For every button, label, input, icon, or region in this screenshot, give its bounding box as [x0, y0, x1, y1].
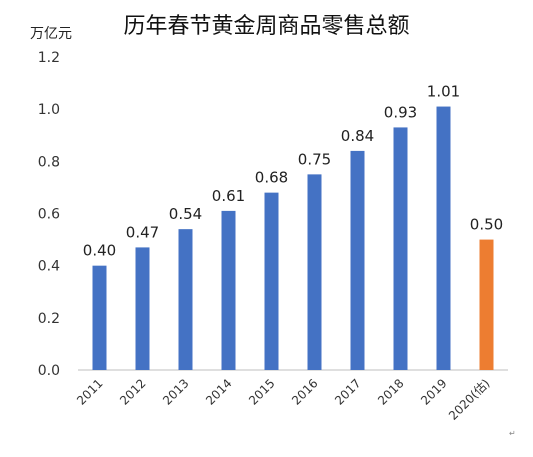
y-tick-label: 1.2	[38, 50, 60, 66]
bar-value-label: 0.68	[255, 169, 288, 187]
y-tick-label: 0.4	[38, 259, 60, 275]
chart-title: 历年春节黄金周商品零售总额	[123, 14, 410, 39]
bar-value-label: 0.93	[384, 103, 417, 121]
x-tick-label: 2013	[160, 376, 191, 407]
x-tick-label: 2014	[203, 376, 234, 407]
bar-value-label: 0.75	[298, 150, 331, 168]
bar-value-label: 0.47	[126, 223, 159, 241]
corner-mark: ↵	[509, 429, 516, 438]
bar-2020(估)	[479, 239, 494, 370]
bar-2011	[92, 265, 107, 370]
y-tick-label: 0.8	[38, 154, 60, 170]
bar-2012	[135, 247, 150, 370]
y-tick-label: 0.6	[38, 207, 60, 223]
bar-2013	[178, 229, 193, 370]
bar-value-label: 1.01	[427, 83, 460, 101]
bar-2015	[264, 192, 279, 370]
bar-value-label: 0.61	[212, 187, 245, 205]
y-tick-label: 1.0	[38, 102, 60, 118]
y-axis-unit-label: 万亿元	[30, 26, 72, 42]
x-tick-label: 2020(估)	[446, 376, 493, 423]
bar-value-label: 0.84	[341, 127, 374, 145]
x-tick-label: 2018	[375, 376, 406, 407]
bar-2017	[350, 150, 365, 370]
y-tick-label: 0.0	[38, 363, 60, 379]
bar-2014	[221, 210, 236, 370]
y-tick-label: 0.2	[38, 311, 60, 327]
x-tick-label: 2012	[117, 376, 148, 407]
bar-2016	[307, 174, 322, 370]
x-tick-label: 2019	[418, 376, 449, 407]
bar-2019	[436, 106, 451, 370]
x-tick-label: 2011	[74, 376, 105, 407]
x-tick-label: 2017	[332, 376, 363, 407]
bar-value-label: 0.54	[169, 205, 202, 223]
bar-value-label: 0.50	[470, 216, 503, 234]
bar-value-label: 0.40	[83, 242, 116, 260]
x-tick-label: 2015	[246, 376, 277, 407]
bar-2018	[393, 127, 408, 370]
x-tick-label: 2016	[289, 376, 320, 407]
